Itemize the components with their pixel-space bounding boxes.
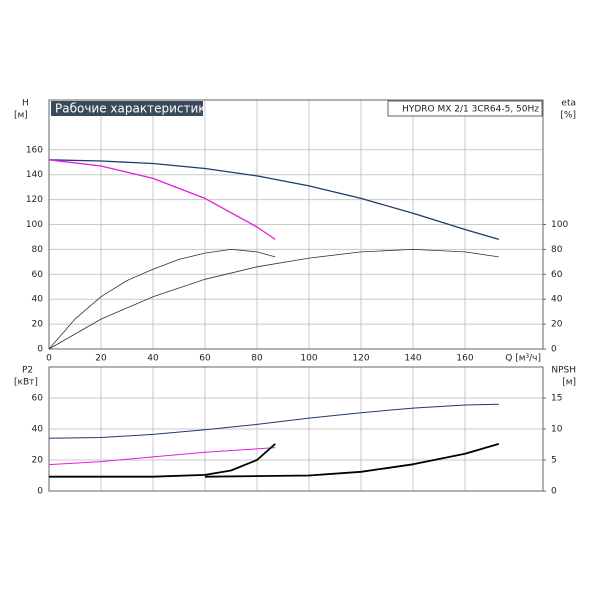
x-tick-label: 40 [147, 354, 159, 364]
y-tick-label: 20 [32, 456, 44, 466]
y2-axis-label: NPSH [551, 366, 576, 376]
y-axis-unit: [кВт] [14, 378, 38, 388]
curve [48, 249, 499, 350]
x-axis-label: Q [м³/ч] [505, 354, 541, 364]
y-tick-label: 140 [26, 170, 43, 180]
y-tick-label: 40 [32, 295, 44, 305]
y-axis-label: H [22, 99, 29, 109]
y-tick-label: 40 [32, 425, 44, 435]
x-tick-label: 120 [352, 354, 369, 364]
y2-tick-label: 0 [551, 345, 557, 355]
y-tick-label: 0 [37, 345, 43, 355]
y2-tick-label: 80 [551, 245, 563, 255]
curve [48, 249, 276, 350]
y2-tick-label: 0 [551, 487, 557, 497]
y-axis-label: P2 [22, 366, 33, 376]
plot-frame [48, 99, 544, 350]
y2-tick-label: 40 [551, 295, 563, 305]
curve [204, 443, 500, 478]
y-tick-label: 100 [26, 220, 43, 230]
curve [48, 159, 499, 241]
y-tick-label: 160 [26, 145, 43, 155]
curve [48, 447, 276, 466]
chart-subtitle: HYDRO MX 2/1 3CR64-5, 50Hz [402, 105, 539, 115]
plot-frame [48, 366, 544, 492]
y2-axis-unit: [%] [560, 111, 576, 121]
x-tick-label: 140 [404, 354, 421, 364]
y2-axis-unit: [м] [562, 378, 576, 388]
y-tick-label: 120 [26, 195, 43, 205]
y2-tick-label: 15 [551, 394, 562, 404]
y-tick-label: 80 [32, 245, 44, 255]
curve [49, 443, 276, 478]
y-tick-label: 0 [37, 487, 43, 497]
y2-axis-label: eta [561, 99, 576, 109]
x-tick-label: 60 [199, 354, 211, 364]
y-axis-unit: [м] [14, 111, 28, 121]
y-tick-label: 60 [32, 394, 44, 404]
x-tick-label: 20 [95, 354, 107, 364]
x-tick-label: 100 [300, 354, 317, 364]
y2-tick-label: 60 [551, 270, 563, 280]
x-tick-label: 80 [251, 354, 263, 364]
subtitle-box [387, 100, 543, 117]
y2-tick-label: 10 [551, 425, 563, 435]
x-tick-label: 0 [46, 354, 52, 364]
title-box [51, 101, 203, 116]
curve [48, 403, 499, 439]
x-tick-label: 160 [456, 354, 473, 364]
y-tick-label: 60 [32, 270, 44, 280]
curve [48, 159, 276, 240]
y2-tick-label: 20 [551, 320, 563, 330]
y2-tick-label: 5 [551, 456, 557, 466]
y-tick-label: 20 [32, 320, 44, 330]
y2-tick-label: 100 [551, 220, 568, 230]
chart-title: Рабочие характеристики [55, 102, 213, 116]
